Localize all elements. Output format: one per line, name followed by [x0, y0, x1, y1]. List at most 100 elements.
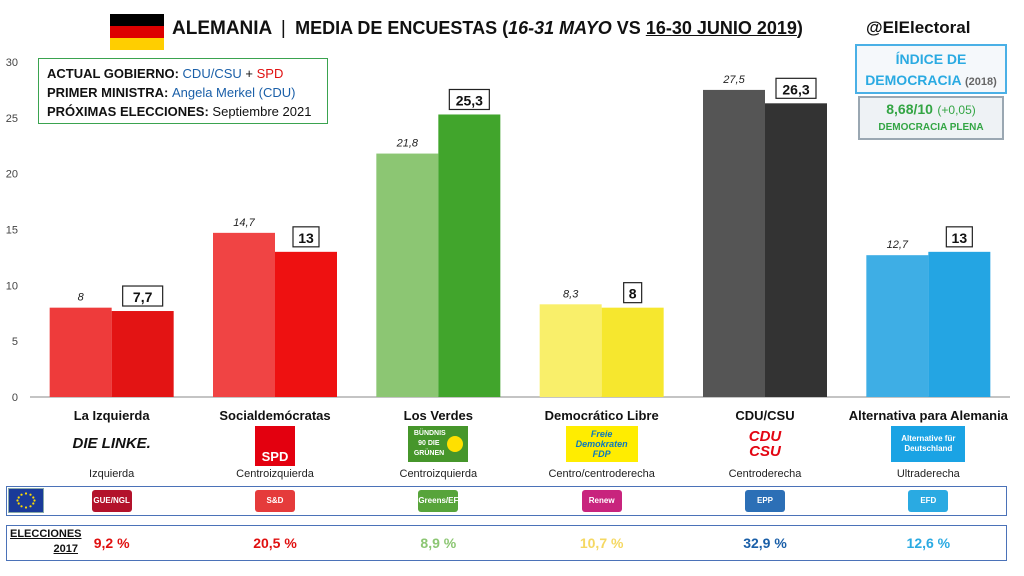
elections-2017-label: ELECCIONES 2017	[10, 527, 82, 557]
category-label: Socialdemócratas	[219, 408, 331, 423]
flag-stripe-black	[110, 14, 164, 26]
democracy-year: (2018)	[965, 76, 997, 88]
category-label: CDU/CSU	[735, 408, 795, 423]
title-country: ALEMANIA	[172, 18, 272, 39]
title-subtitle: MEDIA DE ENCUESTAS (16-31 MAYO VS 16-30 …	[295, 18, 803, 38]
die-linke-logo: DIE LINKE.	[67, 426, 157, 462]
subtitle-pre: MEDIA DE ENCUESTAS (	[295, 18, 509, 38]
cdu-csu-logo: CDU CSU	[732, 426, 798, 462]
data-label-may: 8,3	[563, 288, 579, 300]
title-separator: |	[280, 18, 286, 39]
next-election-line: PRÓXIMAS ELECCIONES: Septiembre 2021	[47, 102, 319, 121]
democracy-change: (+0,05)	[937, 103, 976, 117]
spd-logo: SPD	[255, 426, 295, 466]
pm-value: Angela Merkel (CDU)	[171, 85, 296, 100]
eu-group-logo: S&D	[255, 490, 295, 512]
election-2017-result: 32,9 %	[743, 535, 787, 551]
government-info-box: ACTUAL GOBIERNO: CDU/CSU + SPD PRIMER MI…	[38, 58, 328, 124]
chart-title: ALEMANIA | MEDIA DE ENCUESTAS (16-31 MAY…	[172, 18, 803, 40]
next-value: Septiembre 2021	[212, 104, 312, 119]
election-2017-result: 20,5 %	[253, 535, 297, 551]
poll-bar-chart: 0 5 10 15 20 25 30 8 7,7 14,7 13 21,8 25,3 8,3 8 27,5 26…	[6, 57, 1010, 404]
sunflower-icon	[446, 436, 463, 452]
eu-flag-icon	[8, 488, 44, 513]
data-label-june-box	[623, 282, 643, 304]
pm-label: PRIMER MINISTRA:	[47, 85, 172, 100]
logo-text: Freie Demokraten FDP	[575, 429, 628, 459]
y-tick-label: 20	[6, 169, 18, 181]
y-tick-label: 5	[12, 336, 18, 348]
democracy-title-1: ÍNDICE DE	[895, 51, 967, 67]
bar-may	[539, 304, 602, 397]
gov-plus: +	[241, 66, 257, 81]
category-label: La Izquierda	[73, 408, 150, 423]
eu-stars-icon	[16, 492, 36, 509]
eu-group-logo: Greens/EFA	[418, 490, 459, 512]
eu-group-logo: EFD	[908, 490, 949, 512]
y-tick-label: 25	[6, 113, 18, 125]
bar-june	[601, 307, 664, 397]
eu-group-logo: Renew	[581, 490, 622, 512]
ideology-label: Centroizquierda	[399, 468, 478, 480]
category-label: Los Verdes	[403, 408, 474, 423]
next-label: PRÓXIMAS ELECCIONES:	[47, 104, 213, 119]
logo-text: DIE LINKE.	[72, 435, 151, 452]
ideology-label: Centro/centroderecha	[548, 468, 655, 480]
data-label-june: 13	[952, 230, 968, 246]
data-label-may: 14,7	[233, 217, 255, 229]
twitter-handle: @ElElectoral	[866, 18, 971, 37]
y-tick-label: 15	[6, 225, 18, 237]
y-tick-label: 30	[6, 57, 18, 69]
subtitle-vs: VS	[611, 18, 646, 38]
die-gruenen-logo: BÜNDNIS 90 DIE GRÜNEN	[408, 426, 469, 462]
data-label-may: 21,8	[396, 138, 419, 150]
category-label: Alternativa para Alemania	[848, 408, 1008, 423]
data-label-june-box	[292, 226, 320, 248]
gov-party-b: SPD	[256, 66, 284, 81]
ideology-label: Izquierda	[89, 468, 135, 480]
subtitle-range-may: 16-31 MAYO	[508, 18, 612, 38]
flag-stripe-red	[110, 26, 164, 38]
elections-2017-row	[6, 525, 1007, 561]
data-label-june-box	[122, 285, 164, 307]
bar-june	[928, 251, 991, 397]
eu-group-logo: GUE/NGL	[91, 490, 132, 512]
gov-party-a: CDU/CSU	[182, 66, 242, 81]
ideology-label: Centroderecha	[728, 468, 802, 480]
subtitle-close: )	[796, 18, 803, 38]
subtitle-range-june: 16-30 JUNIO 2019	[645, 18, 797, 38]
elections-label-1: ELECCIONES	[10, 528, 82, 540]
bar-june	[438, 114, 501, 397]
germany-flag-icon	[110, 14, 164, 50]
democracy-score: 8,68/10	[886, 101, 933, 117]
data-label-may: 27,5	[722, 74, 745, 86]
election-2017-result: 9,2 %	[93, 535, 130, 551]
election-2017-result: 12,6 %	[906, 535, 951, 551]
logo-text: SPD	[261, 449, 289, 464]
eu-group-strip	[6, 486, 1007, 516]
data-label-june: 13	[298, 230, 314, 246]
logo-text: BÜNDNIS 90 DIE GRÜNEN	[413, 430, 446, 457]
election-2017-result: 8,9 %	[420, 535, 457, 551]
data-label-june: 7,7	[133, 289, 153, 305]
bar-may	[213, 232, 275, 397]
pm-line: PRIMER MINISTRA: Angela Merkel (CDU)	[47, 83, 319, 102]
ideology-label: Centroizquierda	[236, 468, 314, 480]
democracy-label: DEMOCRACIA PLENA	[878, 122, 984, 133]
data-label-june: 25,3	[456, 92, 483, 108]
elections-label-2: 2017	[53, 543, 78, 555]
category-label: Democrático Libre	[544, 408, 659, 423]
gov-line: ACTUAL GOBIERNO: CDU/CSU + SPD	[47, 64, 319, 83]
data-label-june-box	[775, 77, 817, 99]
data-label-may: 12,7	[887, 239, 909, 251]
democracy-score-line: 8,68/10 (+0,05)	[860, 101, 1002, 119]
data-label-june-box	[448, 88, 490, 111]
data-label-june: 8	[629, 286, 637, 302]
bar-june	[275, 251, 337, 397]
flag-stripe-gold	[110, 38, 164, 50]
y-tick-label: 10	[6, 280, 18, 292]
data-label-june-box	[945, 226, 973, 248]
data-label-june: 26,3	[782, 81, 809, 97]
logo-text: Alternative für Deutschland	[901, 434, 956, 453]
fdp-logo: Freie Demokraten FDP	[565, 426, 638, 462]
